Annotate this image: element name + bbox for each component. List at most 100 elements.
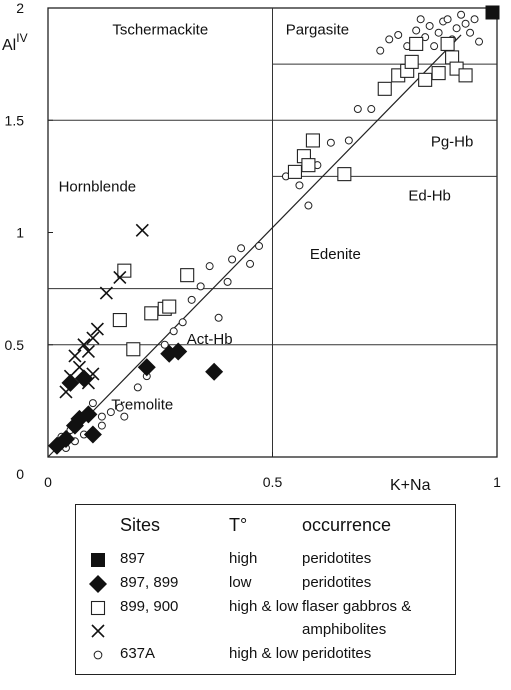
point-cross — [90, 322, 104, 336]
legend-symbol-square-filled — [91, 553, 105, 567]
point-circle-open — [169, 327, 178, 336]
point-square-open — [305, 133, 320, 148]
point-circle-open — [246, 259, 255, 268]
point-circle-open — [385, 35, 394, 44]
field-label: Hornblende — [59, 179, 137, 196]
point-diamond-filled — [205, 362, 224, 381]
point-circle-open — [461, 19, 470, 28]
field-label: Tschermackite — [112, 21, 208, 38]
point-circle-open — [394, 30, 403, 39]
point-square-open — [301, 158, 316, 173]
point-square-open — [440, 36, 455, 51]
point-circle-open — [353, 105, 362, 114]
point-circle-open — [115, 403, 124, 412]
scatter-chart: Tschermackite Pargasite Pg-Hb Ed-Hb Hornblen… — [2, 0, 502, 494]
point-circle-open — [416, 15, 425, 24]
point-square-open — [287, 164, 303, 179]
legend-occurrence: peridotites — [302, 550, 372, 567]
point-circle-open — [205, 262, 214, 271]
legend-sites: 897 — [120, 550, 146, 567]
point-diamond-filled — [137, 358, 156, 377]
legend-temp: high & low — [229, 645, 299, 662]
x-tick-label: 0 — [44, 474, 52, 490]
legend-symbol-diamond-filled — [89, 575, 107, 593]
point-cross — [99, 286, 113, 300]
legend-temp: high — [229, 550, 258, 567]
point-cross — [68, 349, 82, 363]
legend-row: 637A high & low peridotites — [76, 643, 455, 665]
x-tick-label: 1 — [493, 474, 501, 490]
point-circle-open — [295, 181, 304, 190]
point-square-filled — [485, 5, 500, 20]
point-diamond-filled — [56, 430, 75, 449]
point-circle-open — [434, 28, 443, 37]
legend-header-temperature: T° — [229, 515, 248, 535]
point-circle-open — [97, 412, 106, 421]
y-tick-label: 2 — [16, 0, 24, 16]
tick-labels: 0 0.5 1 0 0.5 1 1.5 2 — [5, 0, 502, 490]
point-square-open — [404, 54, 419, 69]
point-cross — [86, 331, 100, 345]
field-label: Edenite — [310, 246, 361, 263]
field-label: Act-Hb — [187, 331, 233, 348]
point-diamond-filled — [83, 425, 102, 444]
point-square-open — [162, 299, 177, 314]
field-boundaries — [48, 8, 497, 457]
legend-sites: 637A — [120, 645, 156, 662]
legend-temp: high & low — [229, 598, 299, 615]
y-tick-label: 0.5 — [5, 337, 25, 353]
point-circle-open — [133, 383, 142, 392]
point-square-open — [144, 306, 159, 321]
legend-occurrence: amphibolites — [302, 621, 387, 638]
x-axis-label: K+Na — [390, 477, 431, 494]
legend-occurrence: peridotites — [302, 574, 372, 591]
y-tick-label: 0 — [16, 466, 24, 482]
point-circle-open — [237, 244, 246, 253]
legend-symbol-cross — [91, 624, 105, 638]
point-circle-open — [223, 277, 232, 286]
point-circle-open — [178, 318, 187, 327]
point-circle-open — [187, 295, 196, 304]
y-axis-label: AlIV — [2, 31, 28, 54]
point-circle-open — [425, 21, 434, 30]
legend: Sites T° occurrence 897 high peridotites 89… — [75, 504, 456, 675]
legend-symbol-circle-open — [93, 650, 103, 660]
legend-occurrence: flaser gabbros & — [302, 598, 412, 615]
legend-row: 897 high peridotites — [76, 548, 455, 570]
point-circle-open — [475, 37, 484, 46]
legend-sites: 897, 899 — [120, 574, 179, 591]
point-circle-open — [412, 26, 421, 35]
field-label: Pg-Hb — [431, 134, 474, 151]
point-diamond-filled — [79, 405, 98, 424]
point-square-filled — [91, 553, 105, 567]
legend-header-sites: Sites — [120, 515, 161, 535]
point-cross — [81, 344, 95, 359]
point-circle-open — [160, 340, 169, 349]
point-circle-open — [97, 421, 106, 430]
point-square-open — [112, 313, 127, 328]
point-square-open — [117, 263, 132, 278]
y-tick-label: 1.5 — [5, 112, 25, 128]
x-tick-label: 0.5 — [263, 474, 283, 490]
point-circle-open — [255, 241, 264, 250]
point-circle-open — [376, 46, 385, 55]
point-circle-open — [430, 42, 439, 51]
point-circle-open — [304, 201, 313, 210]
point-circle-open — [196, 282, 205, 291]
point-square-open — [90, 600, 106, 616]
point-circle-open — [470, 15, 479, 24]
field-label: Tremolite — [111, 396, 173, 413]
point-circle-open — [367, 105, 376, 114]
point-diamond-filled — [169, 342, 188, 361]
trend-line — [47, 34, 462, 458]
point-circle-open — [457, 10, 466, 19]
point-circle-open — [88, 399, 97, 408]
point-circle-open — [106, 408, 115, 417]
point-circle-open — [466, 28, 475, 37]
point-circle-open — [214, 313, 223, 322]
data-points — [47, 5, 500, 455]
point-square-open — [180, 268, 195, 283]
legend-occurrence: peridotites — [302, 645, 372, 662]
point-circle-open — [344, 136, 353, 145]
point-circle-open — [452, 24, 461, 33]
